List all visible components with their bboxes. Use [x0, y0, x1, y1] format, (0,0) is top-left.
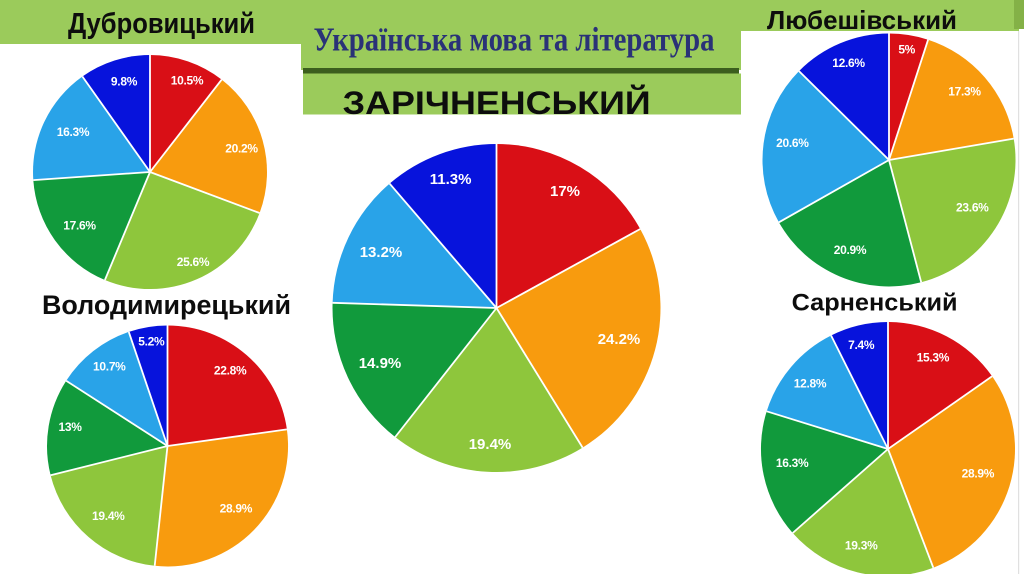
svg-text:16.3%: 16.3%: [57, 125, 90, 139]
svg-text:Любешівський: Любешівський: [767, 5, 957, 35]
svg-text:14.9%: 14.9%: [359, 355, 402, 372]
svg-text:10.5%: 10.5%: [171, 74, 204, 88]
svg-text:16.3%: 16.3%: [776, 456, 809, 470]
svg-text:5%: 5%: [898, 42, 915, 56]
svg-text:9.8%: 9.8%: [111, 75, 138, 89]
svg-text:19.4%: 19.4%: [92, 509, 125, 523]
svg-text:12.6%: 12.6%: [832, 56, 865, 70]
svg-text:ЗАРІЧНЕНСЬКИЙ: ЗАРІЧНЕНСЬКИЙ: [343, 85, 651, 121]
svg-text:23.6%: 23.6%: [956, 201, 989, 215]
svg-text:19.3%: 19.3%: [845, 539, 878, 553]
svg-text:20.9%: 20.9%: [834, 243, 867, 257]
svg-text:28.9%: 28.9%: [962, 467, 995, 481]
svg-text:12.8%: 12.8%: [794, 376, 827, 390]
svg-text:17.6%: 17.6%: [63, 218, 96, 232]
svg-text:22.8%: 22.8%: [214, 364, 247, 378]
svg-text:Сарненський: Сарненський: [792, 290, 958, 317]
svg-text:17.3%: 17.3%: [948, 85, 981, 99]
svg-text:25.6%: 25.6%: [177, 255, 210, 269]
svg-text:24.2%: 24.2%: [598, 331, 641, 348]
svg-text:10.7%: 10.7%: [93, 359, 126, 373]
svg-text:20.6%: 20.6%: [776, 136, 809, 150]
svg-text:Українська мова та література: Українська мова та література: [314, 22, 715, 59]
svg-text:28.9%: 28.9%: [220, 502, 253, 516]
svg-text:11.3%: 11.3%: [430, 171, 472, 188]
svg-text:15.3%: 15.3%: [917, 350, 950, 364]
svg-text:Дубровицький: Дубровицький: [68, 8, 255, 40]
svg-text:20.2%: 20.2%: [225, 141, 258, 155]
svg-text:19.4%: 19.4%: [469, 436, 512, 453]
svg-text:13.2%: 13.2%: [360, 244, 403, 261]
svg-text:7.4%: 7.4%: [848, 338, 875, 352]
svg-text:17%: 17%: [550, 183, 580, 200]
svg-text:5.2%: 5.2%: [138, 335, 165, 349]
svg-text:Володимирецький: Володимирецький: [42, 290, 291, 320]
svg-text:13%: 13%: [59, 420, 83, 434]
